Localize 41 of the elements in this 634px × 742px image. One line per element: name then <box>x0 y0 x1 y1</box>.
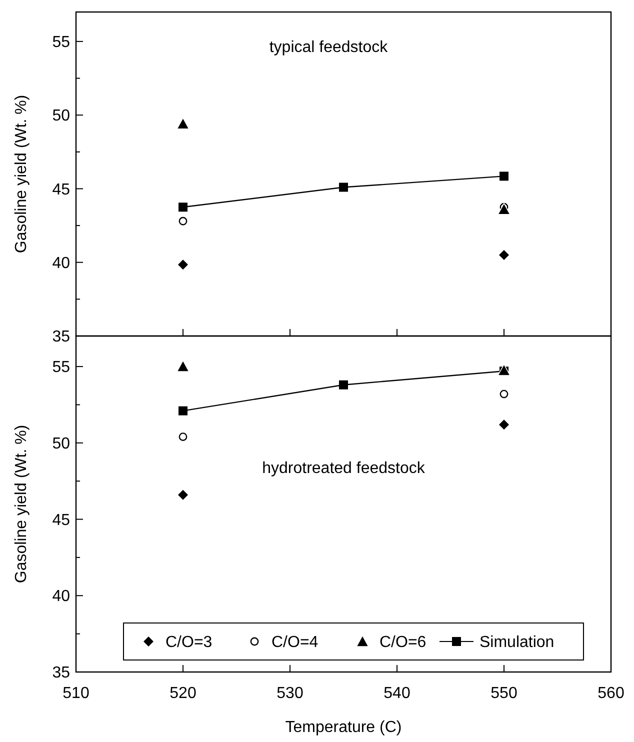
legend-label: Simulation <box>480 634 554 652</box>
point <box>339 182 348 192</box>
point <box>339 380 348 390</box>
x-tick-label: 510 <box>62 685 90 702</box>
x-tick-label: 560 <box>598 685 624 702</box>
point <box>178 202 188 212</box>
legend-label: C/O=4 <box>272 634 318 652</box>
annotation: hydrotreated feedstock <box>262 460 426 477</box>
y-axis-title: Gasoline yield (Wt. %) <box>13 424 30 584</box>
x-tick-label: 520 <box>170 685 196 702</box>
y-tick-label: 55 <box>52 359 70 376</box>
y-tick-label: 50 <box>52 108 70 125</box>
y-tick-label: 40 <box>52 588 70 606</box>
y-tick-label: 45 <box>52 181 70 198</box>
y-tick-label: 45 <box>52 512 70 529</box>
point <box>500 390 508 398</box>
point <box>499 250 509 260</box>
point <box>498 364 510 376</box>
x-tick-label: 550 <box>490 685 518 702</box>
y-axis-title: Gasoline yield (Wt. %) <box>13 94 30 254</box>
legend-label: C/O=3 <box>166 634 212 652</box>
annotation: typical feedstock <box>269 39 389 56</box>
x-axis-title: Temperature (C) <box>285 719 402 736</box>
point <box>178 260 188 270</box>
y-tick-label: 40 <box>52 254 70 272</box>
point <box>178 490 188 500</box>
x-tick-label: 540 <box>384 685 410 702</box>
y-tick-label: 55 <box>52 34 70 52</box>
legend-label: C/O=6 <box>380 634 426 652</box>
point <box>178 216 188 226</box>
point <box>178 406 188 416</box>
point <box>176 360 190 372</box>
point <box>176 118 190 130</box>
y-tick-label: 35 <box>52 328 70 346</box>
point <box>498 202 510 215</box>
x-tick-label: 530 <box>276 685 304 702</box>
point <box>178 432 188 441</box>
point <box>500 172 508 181</box>
point <box>499 420 509 430</box>
y-tick-label: 35 <box>52 664 70 682</box>
y-tick-label: 50 <box>52 436 70 453</box>
